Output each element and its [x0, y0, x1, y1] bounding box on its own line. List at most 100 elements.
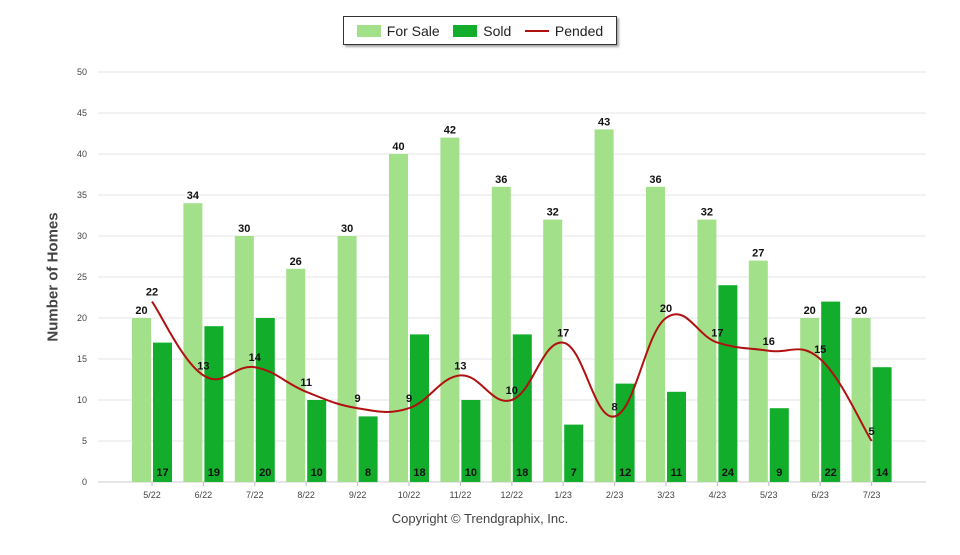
- data-label-for-sale: 36: [495, 174, 507, 186]
- bar-sold: [153, 342, 172, 482]
- data-label-for-sale: 26: [290, 256, 302, 268]
- data-label-for-sale: 30: [238, 223, 250, 235]
- y-tick-label: 35: [77, 190, 87, 200]
- x-tick-label: 7/22: [246, 490, 264, 500]
- x-tick-label: 5/23: [760, 490, 778, 500]
- data-label-pended: 10: [506, 385, 518, 397]
- data-label-for-sale: 32: [547, 207, 559, 219]
- data-label-for-sale: 20: [855, 305, 867, 317]
- bar-for-sale: [748, 260, 768, 482]
- y-tick-label: 30: [77, 231, 87, 241]
- y-tick-label: 5: [82, 436, 87, 446]
- bar-sold: [255, 318, 275, 482]
- data-label-for-sale: 42: [444, 125, 456, 137]
- x-tick-label: 8/22: [297, 490, 315, 500]
- legend-item-for-sale: For Sale: [356, 22, 440, 39]
- y-tick-label: 15: [77, 354, 87, 364]
- data-label-sold: 20: [259, 467, 271, 479]
- bar-for-sale: [800, 318, 820, 482]
- y-tick-label: 10: [77, 395, 87, 405]
- data-label-for-sale: 27: [752, 248, 764, 260]
- x-tick-label: 11/22: [449, 490, 471, 500]
- data-label-for-sale: 30: [341, 223, 353, 235]
- data-label-pended: 15: [814, 344, 826, 356]
- data-label-pended: 16: [763, 336, 775, 348]
- bar-sold: [615, 383, 635, 482]
- data-label-pended: 22: [146, 287, 158, 299]
- y-tick-label: 25: [77, 272, 87, 282]
- sold-swatch: [453, 24, 478, 37]
- bar-for-sale: [337, 236, 357, 482]
- x-tick-label: 1/23: [554, 490, 572, 500]
- data-label-sold: 9: [776, 467, 782, 479]
- data-label-sold: 17: [156, 467, 168, 479]
- data-label-sold: 19: [208, 467, 220, 479]
- y-tick-label: 40: [77, 149, 87, 159]
- data-label-pended: 20: [660, 303, 672, 315]
- bar-for-sale: [132, 318, 151, 482]
- bar-sold: [410, 334, 429, 482]
- data-label-pended: 14: [249, 352, 262, 364]
- data-label-pended: 9: [355, 393, 361, 405]
- bar-sold: [769, 408, 789, 482]
- x-tick-label: 12/22: [501, 490, 524, 500]
- data-label-sold: 11: [671, 467, 683, 479]
- legend-item-sold: Sold: [453, 23, 511, 39]
- data-label-for-sale: 43: [598, 116, 610, 128]
- bar-sold: [307, 400, 327, 482]
- bar-sold: [667, 391, 686, 482]
- bar-sold: [204, 326, 224, 482]
- x-tick-label: 2/23: [606, 490, 624, 500]
- x-tick-label: 6/22: [195, 490, 213, 500]
- bar-sold: [461, 400, 481, 482]
- bar-for-sale: [851, 318, 871, 482]
- y-tick-label: 20: [77, 313, 87, 323]
- y-tick-label: 45: [77, 108, 87, 118]
- data-label-pended: 9: [406, 393, 412, 405]
- y-tick-label: 0: [82, 477, 87, 487]
- data-label-sold: 22: [825, 467, 837, 479]
- data-label-for-sale: 34: [187, 190, 200, 202]
- x-tick-label: 7/23: [863, 490, 881, 500]
- data-label-sold: 10: [311, 467, 323, 479]
- x-tick-label: 4/23: [709, 490, 727, 500]
- data-label-for-sale: 32: [701, 207, 713, 219]
- for-sale-swatch: [356, 24, 381, 37]
- line-pended: [151, 301, 873, 442]
- legend: For Sale Sold Pended: [343, 16, 617, 45]
- bar-for-sale: [491, 186, 511, 483]
- y-axis-title: Number of Homes: [44, 212, 62, 342]
- data-label-pended: 11: [300, 377, 312, 389]
- data-label-sold: 14: [876, 467, 889, 479]
- data-label-pended: 13: [454, 360, 466, 372]
- bar-for-sale: [286, 268, 306, 482]
- bar-sold: [718, 285, 738, 482]
- data-label-for-sale: 36: [649, 174, 661, 186]
- bar-for-sale: [646, 186, 665, 483]
- data-label-pended: 17: [711, 328, 723, 340]
- data-label-pended: 8: [612, 401, 618, 413]
- x-tick-label: 3/23: [657, 490, 675, 500]
- bar-for-sale: [440, 137, 460, 482]
- legend-label-for-sale: For Sale: [386, 22, 440, 39]
- bar-for-sale: [594, 129, 614, 482]
- data-label-sold: 18: [413, 467, 425, 479]
- pended-swatch: [524, 29, 549, 32]
- data-label-sold: 8: [365, 467, 371, 479]
- legend-label-sold: Sold: [483, 22, 512, 39]
- data-label-sold: 24: [722, 467, 735, 479]
- bar-sold: [512, 334, 532, 482]
- data-label-for-sale: 20: [804, 305, 816, 317]
- data-label-sold: 7: [571, 467, 577, 479]
- x-tick-label: 9/22: [349, 490, 367, 500]
- data-label-sold: 12: [619, 467, 631, 479]
- data-label-sold: 18: [516, 467, 528, 479]
- data-label-sold: 10: [465, 467, 477, 479]
- bar-sold: [564, 424, 584, 482]
- data-label-pended: 17: [557, 328, 569, 340]
- x-tick-label: 10/22: [398, 490, 421, 500]
- x-tick-label: 6/23: [811, 490, 829, 500]
- bar-for-sale: [389, 154, 408, 482]
